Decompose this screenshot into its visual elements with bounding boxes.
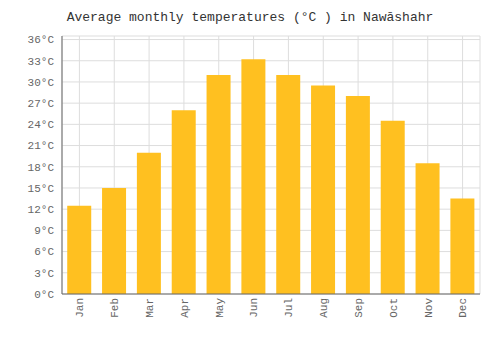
svg-text:May: May	[214, 298, 226, 318]
svg-text:Nov: Nov	[423, 298, 435, 318]
svg-text:0°C: 0°C	[34, 289, 54, 301]
svg-text:27°C: 27°C	[28, 98, 55, 110]
svg-text:18°C: 18°C	[28, 162, 55, 174]
svg-text:6°C: 6°C	[34, 246, 54, 258]
svg-text:30°C: 30°C	[28, 77, 55, 89]
svg-text:3°C: 3°C	[34, 268, 54, 280]
svg-text:Jul: Jul	[283, 298, 295, 318]
svg-text:Apr: Apr	[179, 298, 191, 318]
html-text:Average monthly temperatures (: Average monthly temperatures (°C ) in Na…	[66, 10, 434, 25]
svg-text:33°C: 33°C	[28, 56, 55, 68]
svg-text:21°C: 21°C	[28, 140, 55, 152]
svg-text:Sep: Sep	[353, 298, 365, 318]
svg-text:12°C: 12°C	[28, 204, 55, 216]
svg-text:36°C: 36°C	[28, 34, 55, 46]
svg-text:24°C: 24°C	[28, 119, 55, 131]
svg-text:9°C: 9°C	[34, 225, 54, 237]
svg-text:Dec: Dec	[457, 298, 469, 318]
svg-text:Jun: Jun	[248, 298, 260, 318]
svg-text:Aug: Aug	[318, 298, 330, 318]
svg-text:Jan: Jan	[74, 298, 86, 318]
svg-text:15°C: 15°C	[28, 183, 55, 195]
svg-text:Feb: Feb	[109, 298, 121, 318]
svg-text:Oct: Oct	[388, 298, 400, 318]
svg-text:Mar: Mar	[144, 298, 156, 318]
